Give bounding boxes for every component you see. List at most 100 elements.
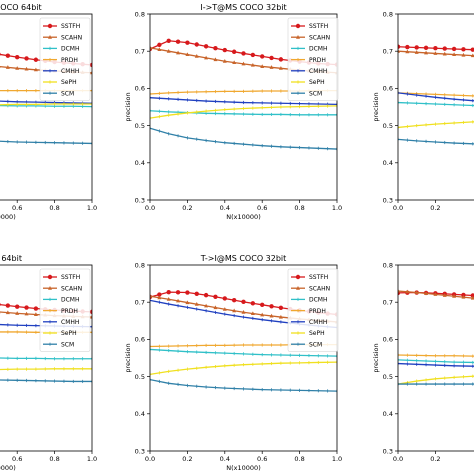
series-cmhh — [150, 96, 337, 106]
series-dcmh — [0, 356, 92, 361]
data-point — [90, 314, 92, 319]
data-point — [278, 305, 284, 310]
legend: SSTFH SCAHN DCMH PRDH CMHH SePH SCM — [287, 17, 339, 101]
data-point — [5, 310, 10, 315]
legend-label: SePH — [61, 79, 77, 86]
legend-box — [287, 17, 339, 101]
series-prdh — [398, 353, 474, 358]
axes-frame — [397, 264, 474, 452]
data-point — [213, 57, 218, 62]
series-dcmh — [398, 100, 474, 108]
data-point — [157, 292, 162, 297]
data-point — [222, 59, 227, 63]
chart-title: I->T@MS COCO 32bit — [200, 3, 286, 12]
data-point — [414, 290, 419, 295]
y-tick-label: 0.8 — [383, 10, 393, 18]
data-point — [231, 49, 237, 54]
x-tick-label: 0.4 — [220, 204, 230, 212]
data-point — [90, 70, 92, 75]
legend-label: SCM — [61, 341, 74, 348]
data-point — [269, 65, 274, 69]
series-scahn — [398, 49, 474, 58]
data-point — [433, 51, 438, 55]
data-point — [250, 311, 255, 316]
data-point — [24, 56, 29, 61]
legend-label: SCM — [61, 90, 74, 97]
axes-frame — [149, 13, 338, 201]
data-point — [260, 312, 265, 317]
data-point — [33, 67, 38, 72]
x-tick-label: 0.4 — [220, 455, 230, 463]
series-seph — [150, 360, 337, 376]
series-line — [0, 368, 92, 371]
chart-panel-2: I->T@MS COCO 32bit 0.0 0.2 0.4 0.6 0.8 1.0 0.3 0… — [124, 3, 342, 221]
data-point — [424, 291, 429, 295]
legend-box — [39, 17, 91, 101]
data-point — [166, 49, 171, 53]
series-scm — [0, 378, 92, 384]
axes-frame — [397, 13, 474, 201]
legend-label: SePH — [309, 79, 325, 86]
data-point — [442, 293, 447, 297]
series-seph — [0, 367, 92, 371]
data-point — [15, 311, 20, 315]
data-point — [250, 62, 255, 67]
legend-marker — [48, 286, 52, 290]
legend-marker — [295, 274, 301, 280]
data-point — [176, 50, 181, 55]
series-line — [0, 379, 92, 383]
data-point — [166, 289, 171, 295]
series-line — [398, 291, 474, 297]
x-axis-label: N(x10000) — [226, 464, 260, 472]
series-dcmh — [398, 358, 474, 365]
data-point — [222, 307, 227, 311]
data-point — [260, 302, 265, 308]
y-tick-label: 0.6 — [383, 85, 393, 93]
data-point — [89, 62, 92, 68]
series-line — [398, 354, 474, 357]
data-point — [269, 304, 274, 309]
series-line — [0, 104, 92, 108]
data-point — [89, 309, 92, 315]
legend-marker — [296, 286, 300, 290]
data-point — [260, 64, 265, 68]
data-point — [433, 46, 438, 51]
x-tick-label: 0.2 — [182, 455, 192, 463]
x-tick-label: 0.8 — [294, 455, 304, 463]
data-point — [194, 54, 199, 58]
data-point — [166, 38, 171, 43]
data-point — [470, 47, 474, 52]
y-tick-label: 0.8 — [383, 261, 393, 269]
data-point — [232, 60, 237, 65]
x-tick-label: 0.0 — [145, 455, 155, 463]
series-cmhh — [398, 91, 474, 103]
data-point — [203, 292, 209, 298]
data-point — [278, 314, 283, 319]
legend-label: SePH — [61, 330, 77, 337]
series-line — [398, 46, 474, 51]
y-tick-label: 0.3 — [383, 447, 393, 455]
data-point — [5, 65, 10, 69]
data-point — [451, 46, 457, 52]
y-tick-label: 0.3 — [135, 447, 145, 455]
data-point — [213, 305, 218, 310]
data-point — [231, 297, 237, 303]
data-point — [241, 299, 246, 305]
data-point — [24, 66, 29, 71]
series-line — [398, 375, 474, 385]
data-point — [185, 52, 190, 57]
series-scahn — [398, 288, 474, 300]
data-point — [260, 54, 265, 59]
x-tick-label: 0.6 — [257, 204, 267, 212]
data-point — [461, 52, 466, 57]
data-point — [278, 66, 283, 70]
legend-label: CMHH — [61, 68, 79, 75]
series-line — [398, 290, 474, 299]
legend-label: CMHH — [61, 319, 79, 326]
data-point — [222, 47, 227, 53]
data-point — [398, 49, 400, 53]
y-tick-label: 0.7 — [135, 299, 145, 307]
